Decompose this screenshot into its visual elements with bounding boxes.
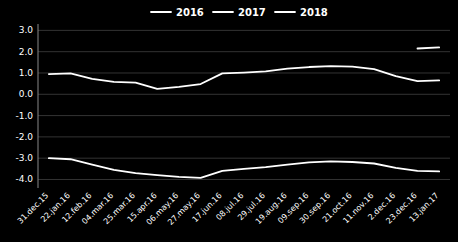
grid-line: [38, 179, 450, 180]
x-tick-label: 13.jan.17: [408, 191, 441, 224]
background: [0, 0, 458, 242]
legend-label: 2017: [238, 7, 266, 18]
legend-swatch: [151, 11, 171, 13]
grid-line: [38, 115, 450, 116]
plot-area: [49, 47, 439, 177]
chart: 3.02.01.00.0-1.0-2.0-3.0-4.031.dec.1522.…: [0, 0, 458, 242]
series-line: [49, 158, 439, 178]
legend-label: 2016: [176, 7, 204, 18]
y-axis-line: [38, 24, 39, 188]
y-tick-label: -2.0: [15, 132, 33, 142]
legend-swatch: [275, 11, 295, 13]
y-tick-label: 2.0: [19, 47, 34, 57]
grid-line: [38, 51, 450, 52]
y-tick-label: -3.0: [15, 153, 33, 163]
y-tick-label: 0.0: [19, 89, 34, 99]
y-tick-label: 1.0: [19, 68, 34, 78]
series-line: [417, 47, 439, 48]
grid-line: [38, 94, 450, 95]
series-line: [49, 66, 439, 89]
legend-label: 2018: [300, 7, 328, 18]
grid-line: [38, 30, 450, 31]
y-tick-label: 3.0: [19, 25, 34, 35]
y-tick-label: -4.0: [15, 174, 33, 184]
legend-swatch: [213, 11, 233, 13]
grid-line: [38, 158, 450, 159]
legend: 2016 2017 2018: [151, 7, 328, 18]
y-tick-label: -1.0: [15, 111, 33, 121]
grid-line: [38, 136, 450, 137]
